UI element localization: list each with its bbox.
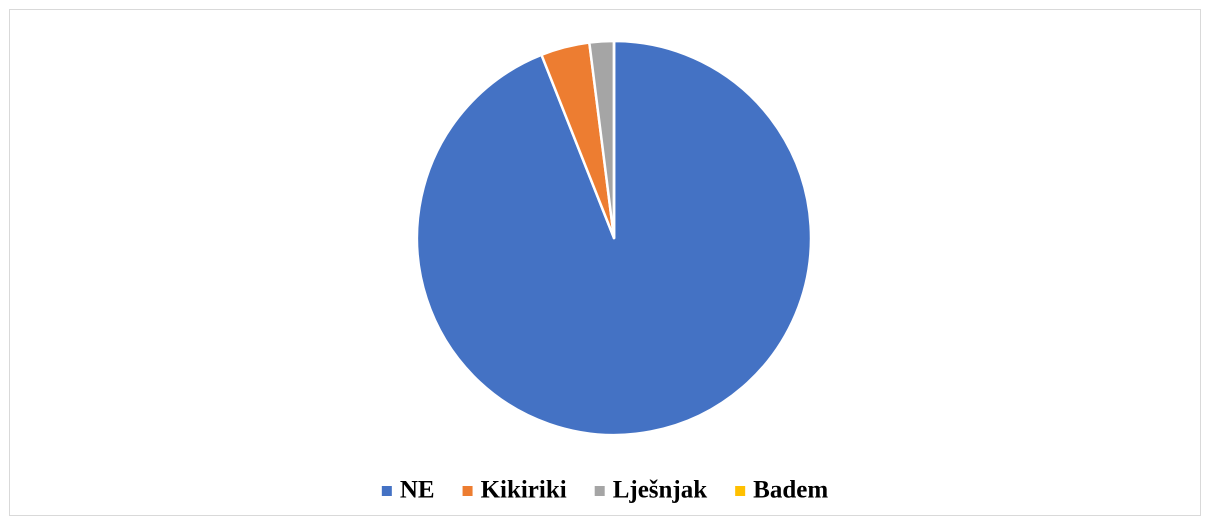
legend-marker: [381, 486, 392, 496]
legend-marker: [594, 486, 605, 496]
legend-label: Lješnjak: [613, 477, 708, 504]
pie: [415, 39, 813, 437]
legend-marker: [735, 486, 746, 496]
legend-marker: [462, 486, 473, 496]
legend: NE Kikiriki Lješnjak Badem: [381, 477, 828, 504]
legend-label: NE: [400, 477, 435, 504]
legend-label: Badem: [753, 477, 828, 504]
legend-label: Kikiriki: [481, 477, 567, 504]
